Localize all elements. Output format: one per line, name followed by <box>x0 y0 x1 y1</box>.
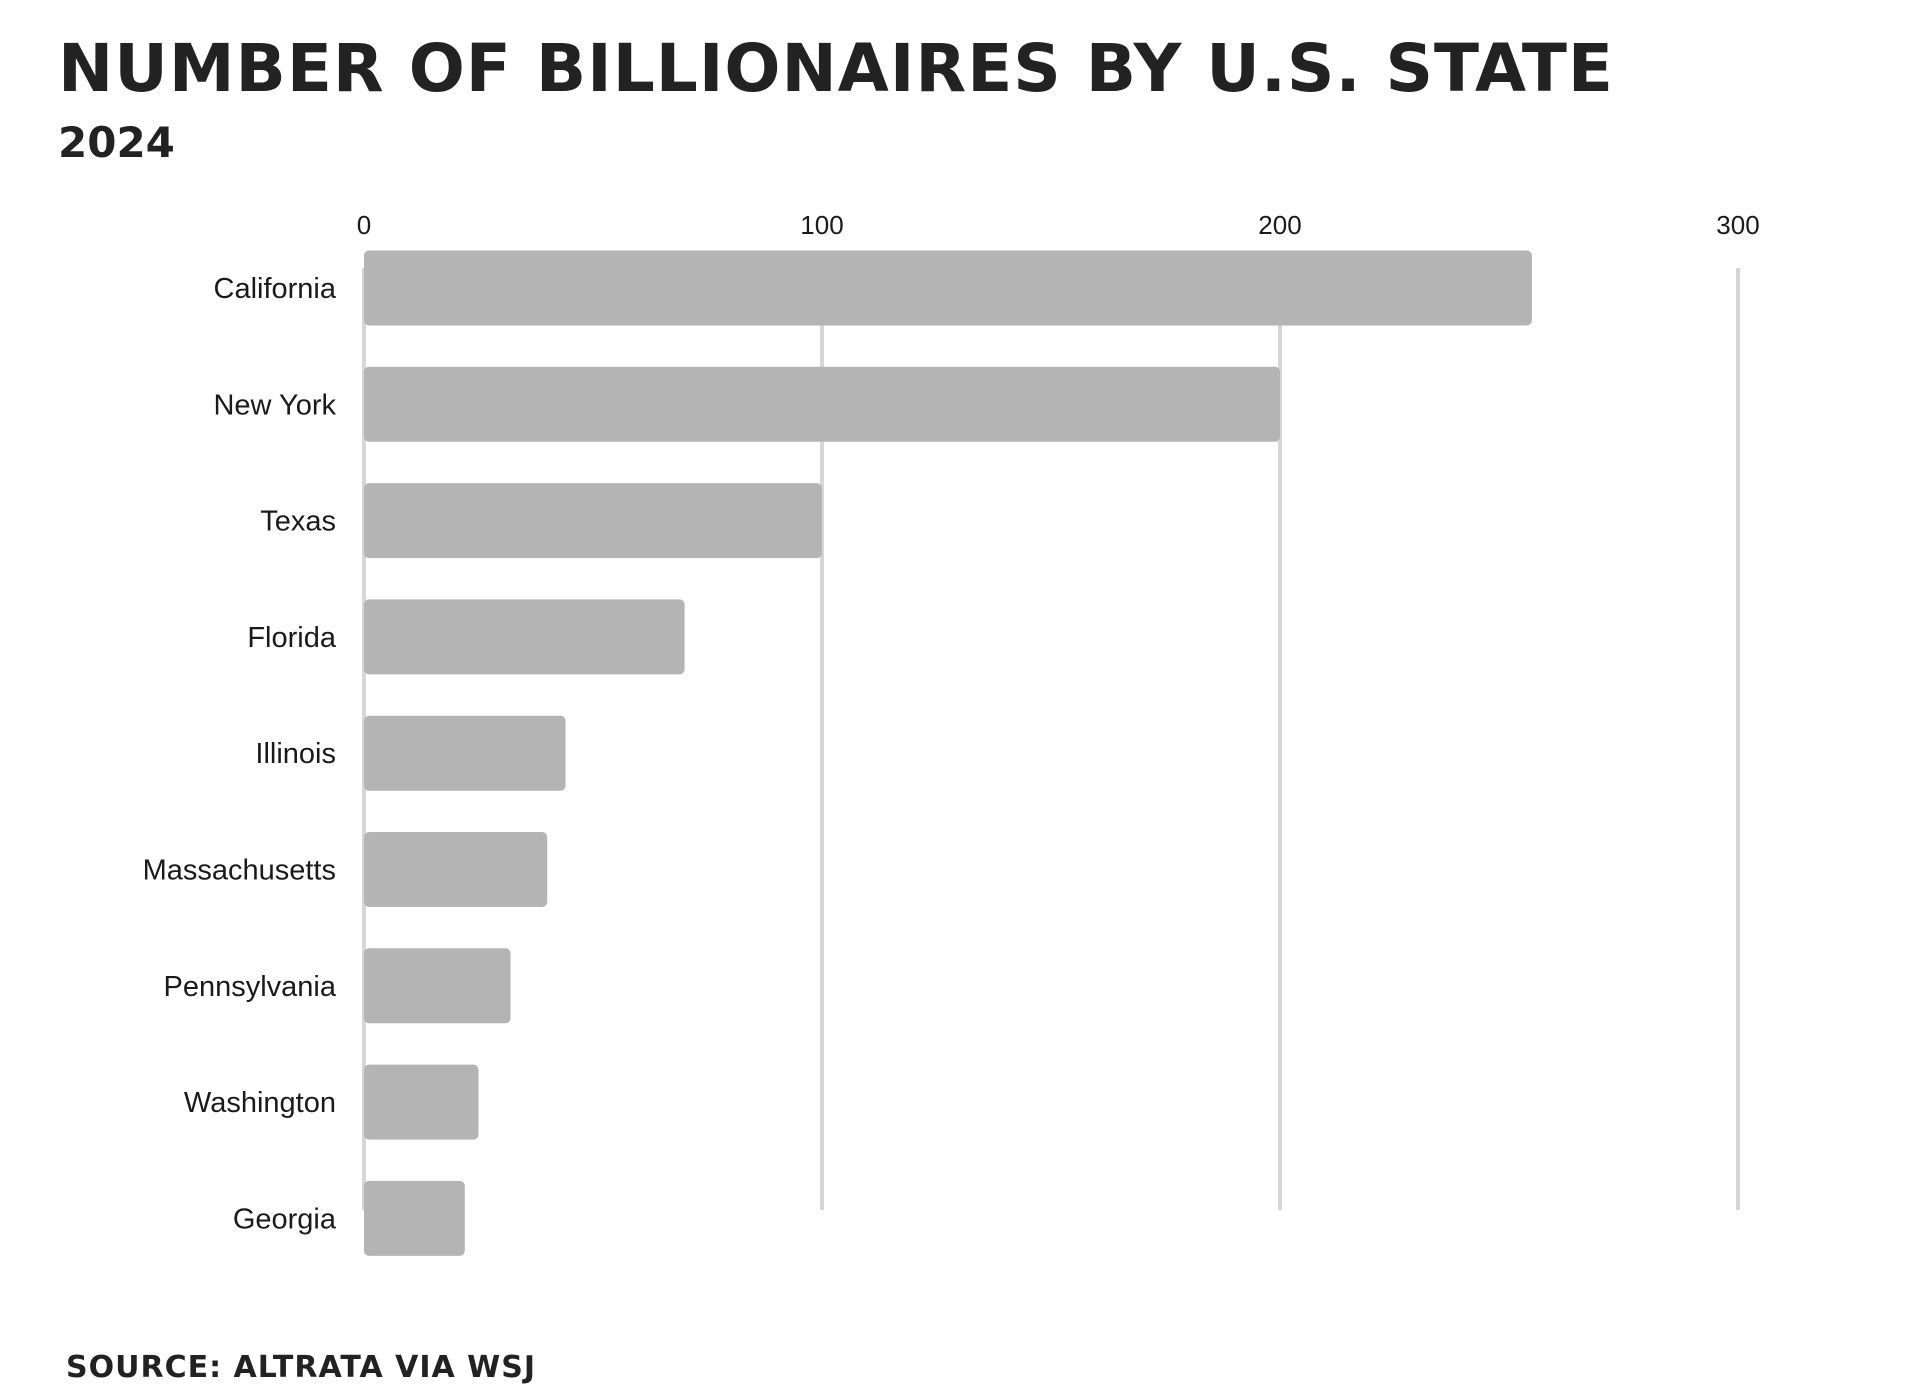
category-label: Massachusetts <box>143 855 336 887</box>
bar <box>364 366 1280 442</box>
bar <box>364 715 566 791</box>
bar <box>364 483 822 559</box>
bar <box>364 1180 465 1256</box>
bar <box>364 1064 479 1140</box>
x-tick-label: 0 <box>357 210 371 240</box>
x-tick-label: 100 <box>800 210 843 240</box>
category-label: Illinois <box>255 738 336 770</box>
bar <box>364 948 511 1024</box>
category-label: Florida <box>247 622 337 654</box>
source-note: SOURCE: ALTRATA VIA WSJ <box>66 1350 537 1385</box>
bar-chart: 0 100 200 300 California New York Texas Florida… <box>143 210 1760 1256</box>
bar <box>364 250 1532 326</box>
chart-title: NUMBER OF BILLIONAIRES BY U.S. STATE <box>58 30 1614 107</box>
category-label: Texas <box>260 506 336 538</box>
category-label: New York <box>213 389 336 421</box>
bar <box>364 832 548 907</box>
category-label: California <box>214 273 337 305</box>
chart-subtitle: 2024 <box>58 118 175 167</box>
category-label: Washington <box>184 1087 336 1119</box>
x-tick-label: 200 <box>1258 210 1301 240</box>
bar <box>364 599 685 675</box>
category-label: Pennsylvania <box>164 971 337 1003</box>
category-label: Georgia <box>233 1203 337 1235</box>
x-tick-label: 300 <box>1716 210 1759 240</box>
